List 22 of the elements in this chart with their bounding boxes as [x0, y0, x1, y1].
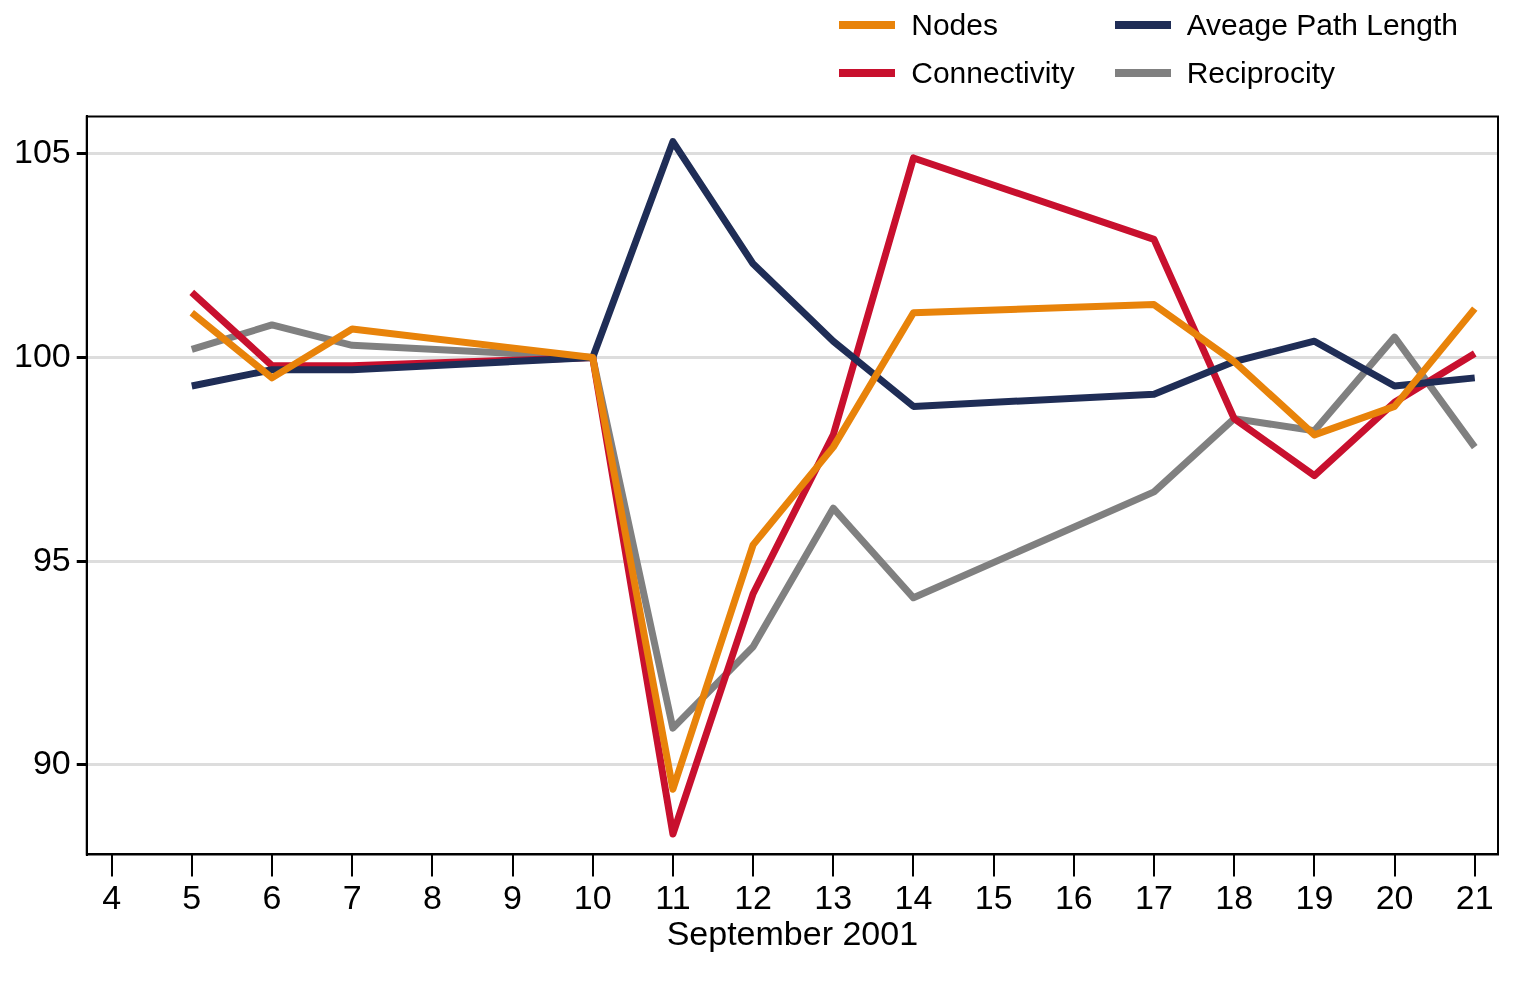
- legend-label: Nodes: [911, 8, 998, 42]
- x-tick-label: 4: [102, 878, 122, 917]
- x-tick-label: 18: [1215, 878, 1254, 917]
- legend-label: Connectivity: [911, 56, 1075, 90]
- x-tick-label: 19: [1295, 878, 1334, 917]
- y-tick-label: 95: [32, 539, 71, 578]
- x-tick-label: 8: [422, 878, 442, 917]
- y-tick-label: 90: [32, 743, 71, 782]
- legend-label: Aveage Path Length: [1186, 8, 1458, 42]
- x-tick-label: 7: [342, 878, 362, 917]
- x-tick-label: 20: [1375, 878, 1414, 917]
- legend-label: Reciprocity: [1186, 56, 1336, 90]
- x-tick-label: 10: [573, 878, 612, 917]
- x-tick-label: 6: [262, 878, 282, 917]
- x-tick-label: 9: [503, 878, 522, 917]
- y-tick-label: 100: [13, 335, 71, 374]
- x-tick-label: 5: [182, 878, 202, 917]
- x-tick-label: 17: [1135, 878, 1173, 917]
- x-tick-label: 16: [1054, 878, 1093, 917]
- x-tick-label: 21: [1455, 878, 1494, 917]
- x-tick-label: 15: [974, 878, 1013, 917]
- y-tick-label: 105: [13, 132, 71, 171]
